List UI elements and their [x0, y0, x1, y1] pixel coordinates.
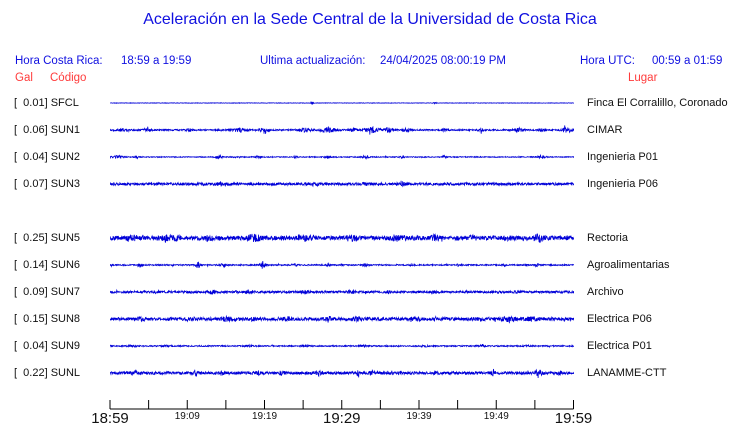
channel-location-label: Archivo [587, 286, 624, 298]
channel-location-label: Finca El Corralillo, Coronado [587, 97, 728, 109]
time-axis-label: 19:39 [406, 411, 432, 422]
waveform-path [110, 368, 574, 378]
channel-location-label: LANAMME-CTT [587, 367, 667, 379]
channel-gal-code-label: [ 0.09] SUN7 [14, 286, 81, 298]
channel-gal-code-label: [ 0.04] SUN9 [14, 340, 81, 352]
last-update-label: Ultima actualización: [260, 55, 366, 67]
waveform-path [110, 125, 574, 135]
column-header-codigo: Código [50, 72, 87, 84]
time-axis-label: 19:19 [251, 411, 278, 422]
channel-location-label: Ingenieria P06 [587, 178, 658, 190]
page-title: Aceleración en la Sede Central de la Uni… [143, 11, 597, 28]
hora-utc-label: Hora UTC: [580, 55, 635, 67]
waveform-trace [110, 125, 574, 135]
waveform-trace [110, 343, 574, 349]
channel-gal-code-label: [ 0.14] SUN6 [14, 259, 81, 271]
channel-location-label: Electrica P01 [587, 340, 652, 352]
waveform-trace [110, 233, 574, 244]
time-axis-label: 18:59 [91, 410, 129, 423]
channel-gal-code-label: [ 0.25] SUN5 [14, 232, 81, 244]
channel-gal-code-label: [ 0.07] SUN3 [14, 178, 81, 190]
channel-gal-code-label: [ 0.01] SFCL [14, 97, 79, 109]
waveform-path [110, 153, 574, 160]
hora-utc-value: 00:59 a 01:59 [652, 55, 723, 67]
channel-gal-code-label: [ 0.15] SUN8 [14, 313, 81, 325]
time-axis-label: 19:59 [554, 410, 593, 423]
waveform-path [110, 100, 574, 105]
waveform-trace [110, 180, 574, 188]
channel-gal-code-label: [ 0.22] SUNL [14, 367, 81, 379]
channel-location-label: Ingenieria P01 [587, 151, 658, 163]
channel-location-label: Electrica P06 [587, 313, 652, 325]
waveform-path [110, 314, 574, 324]
column-header-gal: Gal [15, 72, 33, 84]
waveform-trace [110, 368, 574, 378]
waveform-trace [110, 100, 574, 105]
time-axis [109, 400, 574, 410]
waveform-path [110, 260, 574, 269]
waveform-trace [110, 153, 574, 160]
hora-costa-rica-label: Hora Costa Rica: [15, 55, 103, 67]
waveform-path [110, 288, 574, 295]
time-axis-label: 19:29 [322, 410, 361, 423]
waveform-path [110, 180, 574, 188]
channel-location-label: CIMAR [587, 124, 623, 136]
waveform-path [110, 233, 574, 244]
waveform-path [110, 343, 574, 349]
waveform-trace [110, 260, 574, 269]
channel-gal-code-label: [ 0.04] SUN2 [14, 151, 81, 163]
channel-gal-code-label: [ 0.06] SUN1 [14, 124, 81, 136]
hora-costa-rica-value: 18:59 a 19:59 [121, 55, 192, 67]
time-axis-label: 19:09 [174, 411, 200, 422]
last-update-value: 24/04/2025 08:00:19 PM [380, 55, 506, 67]
channel-location-label: Agroalimentarias [587, 259, 670, 271]
waveform-trace [110, 288, 574, 295]
time-axis-label: 19:49 [483, 411, 509, 422]
column-header-lugar: Lugar [628, 72, 658, 84]
waveform-trace [110, 314, 574, 324]
channel-location-label: Rectoria [587, 232, 628, 244]
